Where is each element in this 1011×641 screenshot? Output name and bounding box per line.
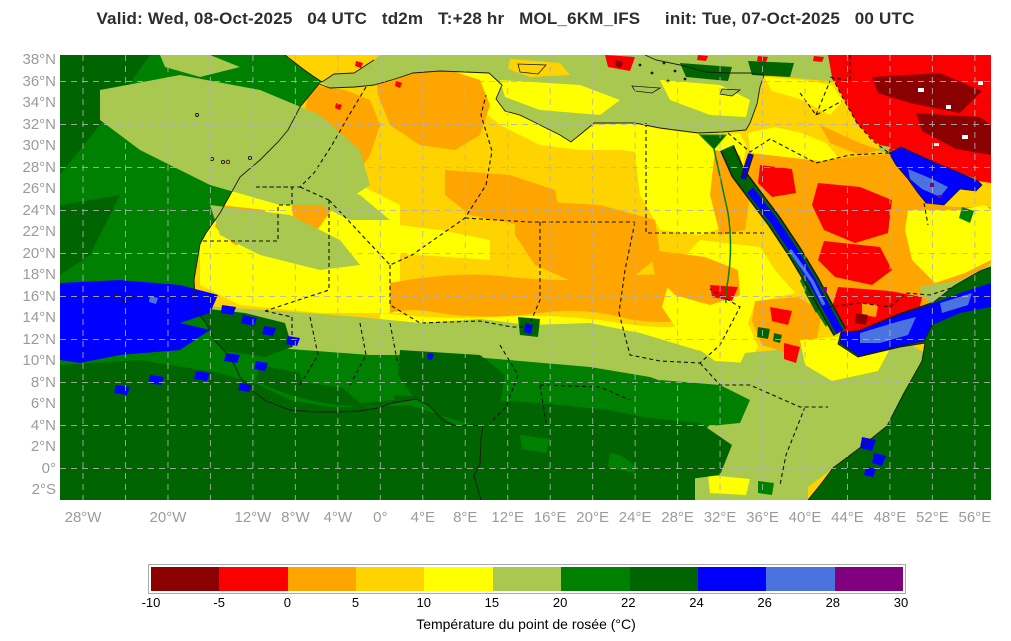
colorbar-tick-label: -10 (141, 595, 161, 610)
colorbar-frame (148, 564, 906, 594)
colorbar-tick-label: 22 (621, 595, 636, 610)
colorbar (151, 567, 903, 591)
lon-tick-label: 24°E (618, 509, 652, 526)
lat-tick-label: 4°N (30, 416, 56, 434)
lon-tick-label: 36°E (746, 509, 779, 526)
lat-tick-label: 16°N (22, 287, 56, 305)
colorbar-segment (287, 567, 357, 591)
lon-tick-label: 8°W (281, 509, 310, 526)
lat-tick-label: 22°N (22, 223, 56, 241)
colorbar-tick-label: -5 (213, 595, 225, 610)
arabian-sea (808, 267, 991, 500)
colorbar-tick-label: 10 (416, 595, 431, 610)
latitude-axis: 38°N 36°N 34°N 32°N 30°N 28°N 26°N 24°N 22°N 20°N… (6, 0, 56, 641)
lat-tick-label: 6°N (30, 395, 56, 413)
longitude-axis: 28°W 20°W 12°W 8°W 4°W 0° 4°E 8°E 12°E 16°E 20°E 24… (0, 509, 1011, 531)
mediterranean-sea (285, 55, 764, 142)
lat-tick-label: 26°N (22, 180, 56, 198)
lat-tick-label: 2°N (30, 438, 56, 456)
colorbar-tick-label: 15 (484, 595, 500, 610)
ocean-atlantic (60, 55, 483, 500)
lat-tick-label: 12°N (22, 330, 56, 348)
lon-tick-label: 56°E (958, 509, 992, 526)
coastlines (193, 55, 991, 500)
sahara-shading (200, 63, 750, 356)
dewpoint-map-canvas (60, 55, 991, 500)
gridlines (60, 55, 991, 500)
lon-tick-label: 4°E (410, 509, 435, 526)
lat-tick-label: 10°N (22, 352, 56, 370)
lat-tick-label: 24°N (22, 201, 56, 219)
colorbar-segment (561, 567, 630, 591)
lon-tick-label: 32°E (703, 509, 737, 526)
lon-tick-label: 0° (373, 509, 388, 526)
lon-tick-label: 48°E (873, 509, 907, 526)
colorbar-segment (424, 567, 493, 591)
lat-tick-label: 0° (41, 459, 56, 477)
country-borders (201, 55, 955, 486)
lat-tick-label: 8°N (30, 373, 56, 391)
colorbar-tick-label: 30 (893, 595, 909, 610)
colorbar-segment (151, 567, 220, 591)
colorbar-segment (766, 567, 835, 591)
colorbar-tick-label: 26 (757, 595, 772, 610)
lon-tick-label: 20°W (149, 509, 187, 526)
red-sea (720, 144, 847, 336)
lat-tick-label: 20°N (22, 244, 56, 262)
colorbar-tick-label: 24 (689, 595, 704, 610)
colorbar-segment (629, 567, 698, 591)
map-plot-area (60, 55, 991, 500)
lat-tick-label: 2°S (31, 481, 56, 499)
colorbar-tick-label: 20 (552, 595, 568, 610)
colorbar-tick-label: 5 (351, 595, 360, 610)
lon-tick-label: 8°E (453, 509, 478, 526)
lon-tick-label: 16°E (533, 509, 567, 526)
lat-tick-label: 18°N (22, 266, 56, 284)
colorbar-tick-label: 28 (825, 595, 841, 610)
lon-tick-label: 12°E (491, 509, 525, 526)
lon-tick-label: 52°E (916, 509, 949, 526)
lon-tick-label: 28°E (661, 509, 694, 526)
lon-tick-label: 12°W (234, 509, 272, 526)
colorbar-segment (697, 567, 767, 591)
lon-tick-label: 44°E (831, 509, 864, 526)
colorbar-segment (356, 567, 425, 591)
lat-tick-label: 28°N (22, 158, 56, 176)
lat-tick-label: 36°N (22, 72, 56, 90)
colorbar-segment (492, 567, 562, 591)
colorbar-title: Température du point de rosée (°C) (416, 616, 636, 632)
colorbar-segment (219, 567, 288, 591)
lat-tick-label: 30°N (22, 137, 56, 155)
lat-tick-label: 34°N (22, 94, 56, 112)
lat-tick-label: 32°N (22, 115, 56, 133)
lon-tick-label: 20°E (576, 509, 609, 526)
lon-tick-label: 4°W (323, 509, 353, 526)
lon-tick-label: 28°W (64, 509, 102, 526)
turkey-iran (645, 55, 991, 185)
lon-tick-label: 40°E (788, 509, 822, 526)
lat-tick-label: 38°N (22, 51, 56, 69)
colorbar-segment (834, 567, 903, 591)
nile (698, 134, 732, 304)
colorbar-ticks: -10 -5 0 5 10 15 20 22 24 26 28 30 (142, 595, 909, 611)
colorbar-tick-label: 0 (283, 595, 291, 610)
lat-tick-label: 14°N (22, 309, 56, 327)
map-title: Valid: Wed, 08-Oct-2025 04 UTC td2m T:+2… (96, 9, 915, 28)
